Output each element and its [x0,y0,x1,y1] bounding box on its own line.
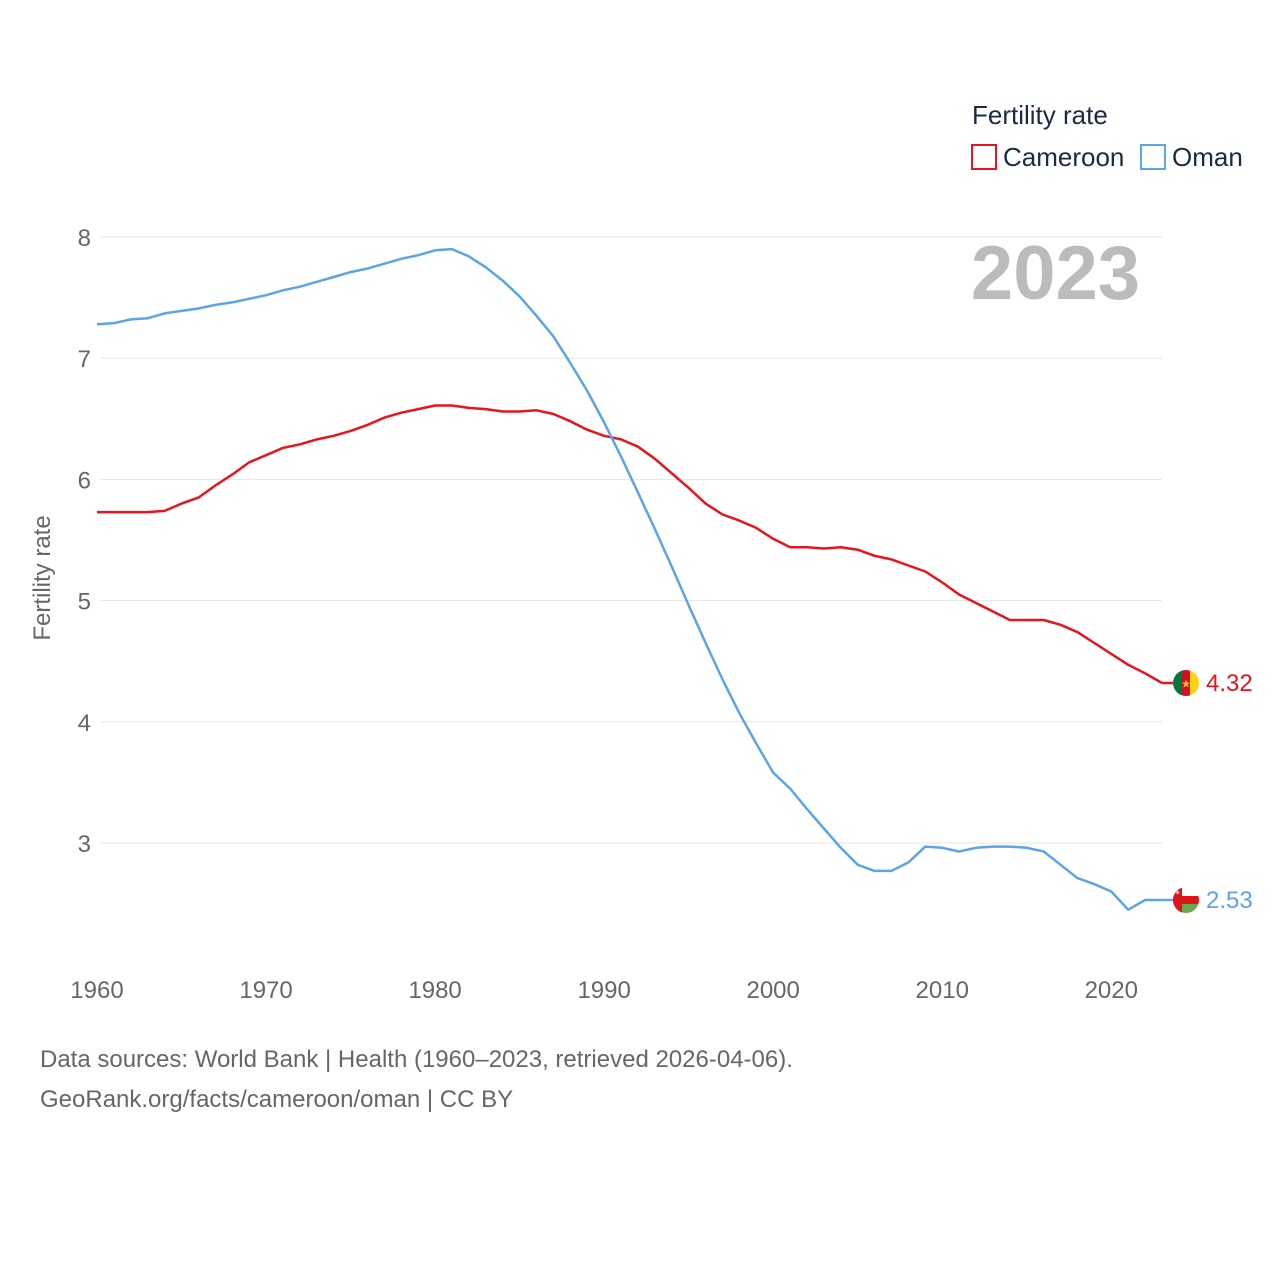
oman-flag-icon: ✶ [1173,887,1199,913]
series-line-oman[interactable] [96,247,1162,911]
y-tick-label: 7 [78,346,91,373]
x-tick-label: 1970 [239,977,292,1004]
y-tick-label: 5 [78,589,91,616]
x-tick-label: 1980 [408,977,461,1004]
legend-title: Fertility rate [972,100,1108,130]
x-tick-label: 2020 [1085,977,1138,1004]
svg-text:★: ★ [1181,678,1191,691]
legend-swatch-cameroon [971,144,997,170]
y-tick-label: 6 [78,467,91,494]
legend-item-cameroon[interactable]: Cameroon [971,142,1124,172]
series-line-cameroon[interactable] [97,404,1163,685]
y-tick-label: 8 [78,225,91,252]
gridlines [100,236,1162,844]
cameroon-end-marker: ★ 4.32 [1162,670,1253,697]
oman-end-marker: ✶ 2.53 [1162,887,1253,914]
svg-text:✶: ✶ [1175,889,1181,897]
x-tick-label: 2000 [746,977,799,1004]
cameroon-flag-icon: ★ [1173,670,1199,696]
y-tick-label: 4 [78,710,91,737]
year-stamp: 2023 [971,231,1140,316]
x-axis-tick-labels: 1960 1970 1980 1990 2000 2010 2020 [70,977,1138,1004]
cameroon-end-value: 4.32 [1206,670,1253,697]
legend[interactable]: Fertility rate Cameroon Oman [971,100,1243,172]
y-axis-title: Fertility rate [29,515,56,640]
y-axis-tick-labels: 3 4 5 6 7 8 [78,225,91,858]
x-tick-label: 1960 [70,977,123,1004]
x-tick-label: 1990 [577,977,630,1004]
fertility-rate-chart: 3 4 5 6 7 8 1960 1970 1980 1990 2000 2010 2020 Fert… [29,100,1253,1004]
oman-end-value: 2.53 [1206,887,1253,914]
footer: Data sources: World Bank | Health (1960–… [40,1040,793,1120]
legend-label-cameroon: Cameroon [1003,142,1124,172]
legend-label-oman: Oman [1172,142,1243,172]
series-lines [96,247,1163,911]
data-sources-text: Data sources: World Bank | Health (1960–… [40,1046,793,1073]
source-link[interactable]: GeoRank.org/facts/cameroon/oman | CC BY [40,1086,514,1113]
y-tick-label: 3 [78,831,91,858]
legend-swatch-oman [1140,144,1166,170]
legend-item-oman[interactable]: Oman [1140,142,1243,172]
x-tick-label: 2010 [916,977,969,1004]
